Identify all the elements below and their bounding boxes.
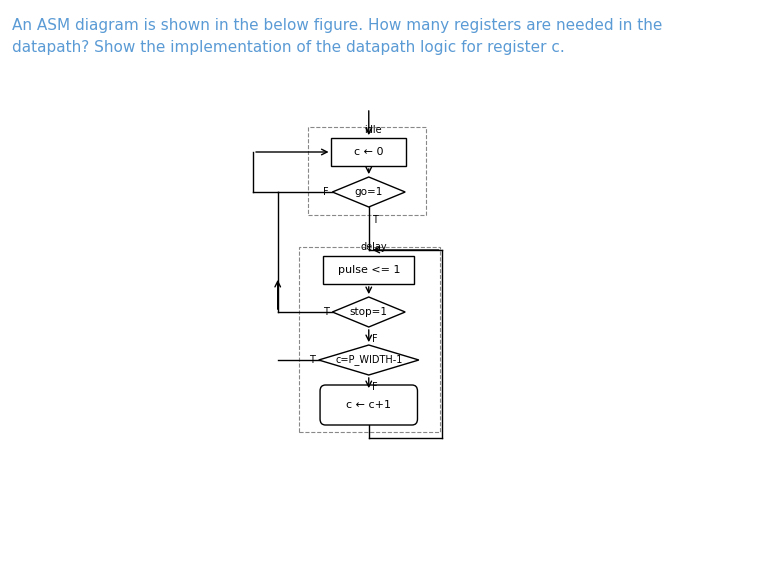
Text: An ASM diagram is shown in the below figure. How many registers are needed in th: An ASM diagram is shown in the below fig…: [11, 18, 662, 55]
Polygon shape: [319, 345, 419, 375]
Text: delay: delay: [360, 242, 387, 252]
Text: T: T: [309, 355, 315, 365]
Polygon shape: [332, 177, 405, 207]
Text: F: F: [372, 334, 378, 344]
Text: pulse <= 1: pulse <= 1: [338, 265, 400, 275]
Text: T: T: [323, 307, 329, 317]
FancyBboxPatch shape: [332, 138, 406, 166]
Polygon shape: [332, 297, 405, 327]
Text: go=1: go=1: [354, 187, 383, 197]
Text: F: F: [372, 382, 378, 392]
Text: F: F: [323, 187, 329, 197]
Text: c ← c+1: c ← c+1: [346, 400, 391, 410]
FancyBboxPatch shape: [323, 256, 414, 284]
Text: c=P_WIDTH-1: c=P_WIDTH-1: [335, 355, 403, 365]
Text: c ← 0: c ← 0: [354, 147, 384, 157]
Text: stop=1: stop=1: [350, 307, 388, 317]
Text: idle: idle: [364, 125, 382, 135]
FancyBboxPatch shape: [320, 385, 417, 425]
Text: T: T: [372, 215, 378, 225]
